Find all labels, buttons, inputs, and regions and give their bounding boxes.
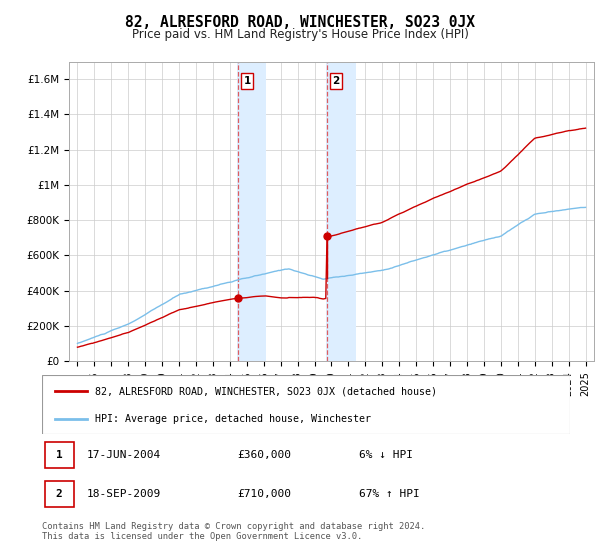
Text: HPI: Average price, detached house, Winchester: HPI: Average price, detached house, Winc… [95, 414, 371, 424]
Text: £710,000: £710,000 [238, 489, 292, 498]
Text: 82, ALRESFORD ROAD, WINCHESTER, SO23 0JX: 82, ALRESFORD ROAD, WINCHESTER, SO23 0JX [125, 15, 475, 30]
Text: 82, ALRESFORD ROAD, WINCHESTER, SO23 0JX (detached house): 82, ALRESFORD ROAD, WINCHESTER, SO23 0JX… [95, 386, 437, 396]
Text: 6% ↓ HPI: 6% ↓ HPI [359, 450, 413, 460]
Bar [326, 62, 356, 361]
FancyBboxPatch shape [42, 375, 570, 434]
Text: Contains HM Land Registry data © Crown copyright and database right 2024.
This d: Contains HM Land Registry data © Crown c… [42, 522, 425, 542]
Text: 1: 1 [56, 450, 62, 460]
Text: 17-JUN-2004: 17-JUN-2004 [87, 450, 161, 460]
Bar [238, 62, 266, 361]
Text: 2: 2 [56, 489, 62, 498]
Text: 18-SEP-2009: 18-SEP-2009 [87, 489, 161, 498]
Text: £360,000: £360,000 [238, 450, 292, 460]
FancyBboxPatch shape [44, 480, 74, 507]
FancyBboxPatch shape [44, 442, 74, 468]
Text: 67% ↑ HPI: 67% ↑ HPI [359, 489, 419, 498]
Text: 2: 2 [332, 76, 340, 86]
Text: Price paid vs. HM Land Registry's House Price Index (HPI): Price paid vs. HM Land Registry's House … [131, 28, 469, 41]
Text: 1: 1 [244, 76, 251, 86]
